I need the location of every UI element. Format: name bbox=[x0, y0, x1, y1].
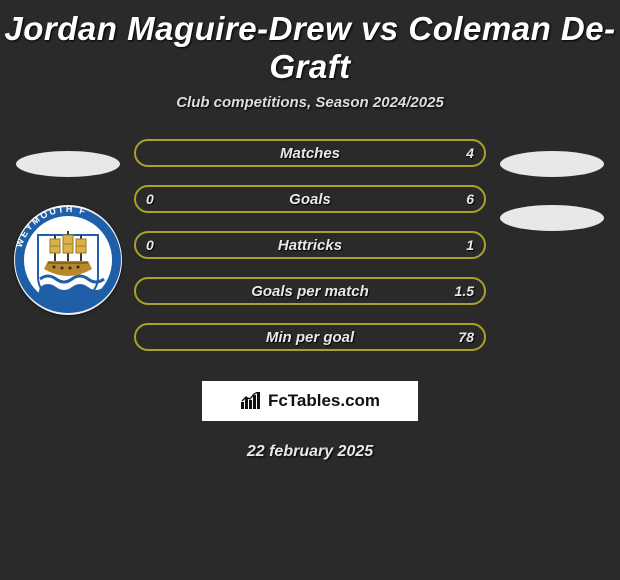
bar-value-left: 0 bbox=[136, 187, 164, 211]
bars-icon bbox=[240, 392, 262, 410]
bar-label: Goals per match bbox=[136, 279, 484, 303]
comparison-card: Jordan Maguire-Drew vs Coleman De-Graft … bbox=[0, 0, 620, 580]
club-crest-left: WEYMOUTH F bbox=[14, 205, 122, 315]
bar-hattricks: 0 Hattricks 1 bbox=[134, 231, 486, 259]
side-left: WEYMOUTH F bbox=[8, 139, 128, 315]
bar-value-right: 78 bbox=[448, 325, 484, 349]
bar-label: Min per goal bbox=[136, 325, 484, 349]
side-right bbox=[492, 139, 612, 259]
page-subtitle: Club competitions, Season 2024/2025 bbox=[0, 94, 620, 111]
bar-value-right: 6 bbox=[456, 187, 484, 211]
crest-svg: WEYMOUTH F bbox=[14, 205, 122, 315]
branding-badge: FcTables.com bbox=[202, 381, 418, 421]
player-oval-left bbox=[16, 151, 120, 177]
bar-label: Hattricks bbox=[136, 233, 484, 257]
footer-date: 22 february 2025 bbox=[0, 443, 620, 461]
bar-value-left bbox=[136, 325, 156, 349]
bar-value-left: 0 bbox=[136, 233, 164, 257]
page-title: Jordan Maguire-Drew vs Coleman De-Graft bbox=[0, 0, 620, 94]
bar-value-right: 1.5 bbox=[445, 279, 484, 303]
player-oval-right-2 bbox=[500, 205, 604, 231]
bar-value-left bbox=[136, 279, 156, 303]
bar-label: Matches bbox=[136, 141, 484, 165]
bar-goals-per-match: Goals per match 1.5 bbox=[134, 277, 486, 305]
bar-value-left bbox=[136, 141, 156, 165]
bar-matches: Matches 4 bbox=[134, 139, 486, 167]
content-row: WEYMOUTH F bbox=[0, 139, 620, 351]
bar-goals: 0 Goals 6 bbox=[134, 185, 486, 213]
bar-value-right: 4 bbox=[456, 141, 484, 165]
bar-min-per-goal: Min per goal 78 bbox=[134, 323, 486, 351]
branding-text: FcTables.com bbox=[268, 391, 380, 411]
player-oval-right-1 bbox=[500, 151, 604, 177]
bar-label: Goals bbox=[136, 187, 484, 211]
comparison-bars: Matches 4 0 Goals 6 0 Hattricks 1 Goals … bbox=[128, 139, 492, 351]
bar-value-right: 1 bbox=[456, 233, 484, 257]
